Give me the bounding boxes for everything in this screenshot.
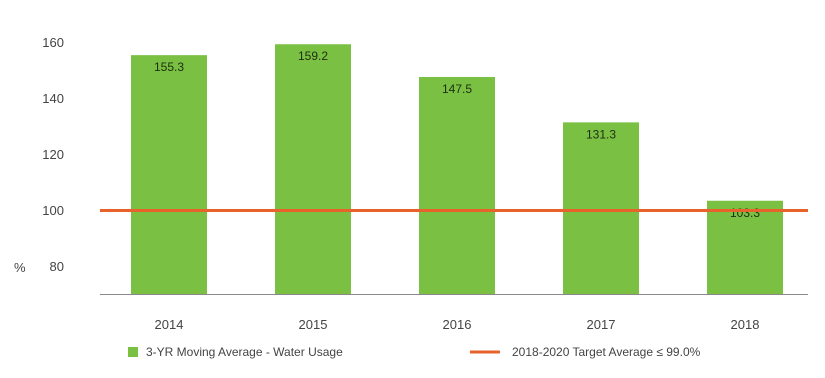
bar	[419, 77, 495, 294]
legend-swatch-bar	[128, 347, 138, 357]
legend-label-bar: 3-YR Moving Average - Water Usage	[146, 345, 343, 359]
x-tick-label: 2018	[731, 317, 760, 332]
bar-value-label: 159.2	[298, 49, 328, 63]
x-tick-labels: 2014 2015 2016 2017 2018	[155, 317, 760, 332]
y-tick-label: 140	[42, 91, 64, 106]
y-tick-label: 80	[50, 259, 64, 274]
bars: 155.3 159.2 147.5 131.3 103.3	[131, 44, 783, 294]
bar-value-label: 103.3	[730, 206, 760, 220]
y-tick-label: 120	[42, 147, 64, 162]
bar	[563, 122, 639, 294]
legend-label-line: 2018-2020 Target Average ≤ 99.0%	[512, 345, 701, 359]
bar	[707, 200, 783, 294]
y-tick-label: 160	[42, 35, 64, 50]
bar-value-label: 147.5	[442, 82, 472, 96]
x-tick-label: 2014	[155, 317, 184, 332]
x-tick-label: 2017	[587, 317, 616, 332]
legend: 3-YR Moving Average - Water Usage 2018-2…	[128, 345, 701, 359]
bar-value-label: 155.3	[154, 60, 184, 74]
x-tick-label: 2015	[299, 317, 328, 332]
bar-value-label: 131.3	[586, 127, 616, 141]
bar	[275, 44, 351, 294]
y-tick-label: 100	[42, 203, 64, 218]
y-tick-labels: 80 100 120 140 160	[42, 35, 64, 274]
bar	[131, 55, 207, 294]
y-axis-label: %	[14, 260, 26, 275]
x-tick-label: 2016	[443, 317, 472, 332]
